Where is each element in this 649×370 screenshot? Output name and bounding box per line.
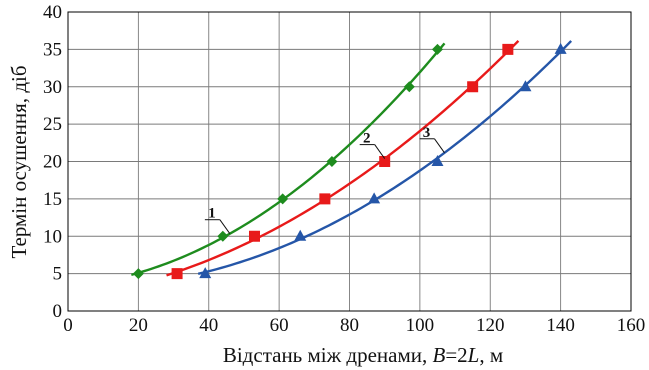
x-tick-label: 80: [340, 315, 359, 336]
y-tick-label: 0: [53, 301, 63, 322]
series-label-leader: [219, 219, 231, 234]
x-axis-label-var2: L: [467, 343, 480, 367]
y-tick-label: 35: [43, 39, 62, 60]
series-1-point: [132, 268, 144, 280]
x-axis-label-var1: B: [433, 343, 446, 367]
x-tick-label: 60: [270, 315, 289, 336]
plot-frame: [67, 11, 632, 312]
series-1-point: [277, 193, 289, 205]
y-tick-label: 5: [53, 264, 63, 285]
x-tick-label: 0: [63, 315, 73, 336]
x-tick-label: 140: [546, 315, 575, 336]
series-label-3: 3: [423, 125, 431, 141]
x-axis-label-mid: =2: [445, 343, 467, 367]
y-tick-label: 30: [43, 77, 62, 98]
series-2-point: [319, 193, 331, 205]
series-2-point: [379, 156, 391, 167]
y-tick-label: 40: [43, 2, 62, 23]
series-2-point: [502, 43, 514, 55]
series-3-point: [431, 155, 444, 166]
series-3-point: [199, 267, 212, 279]
series-curve-2: [166, 40, 520, 277]
x-axis-label-suffix: , м: [479, 343, 503, 367]
x-axis-label: Відстань між дренами, B=2L, м: [223, 343, 503, 367]
series-3-point: [294, 229, 307, 241]
series-1-point: [326, 156, 338, 167]
series-labels: 1 2 3: [204, 125, 445, 234]
series-3-point: [554, 42, 567, 54]
series-curve-1: [131, 42, 446, 276]
series-1-point: [217, 230, 229, 242]
series-curves: [131, 40, 573, 277]
y-tick-label: 25: [43, 114, 62, 135]
series-markers: [132, 42, 567, 280]
y-tick-label: 15: [43, 189, 62, 210]
series-2-point: [467, 81, 479, 93]
x-tick-label: 40: [199, 315, 218, 336]
y-tick-label: 10: [43, 226, 62, 247]
series-2-point: [171, 268, 183, 280]
y-tick-label: 20: [43, 152, 62, 173]
series-label-1: 1: [208, 206, 216, 222]
x-tick-label: 20: [129, 315, 148, 336]
series-3-point: [519, 80, 532, 92]
series-2-point: [248, 230, 260, 242]
x-tick-label: 160: [617, 315, 646, 336]
series-label-2: 2: [363, 131, 371, 147]
x-tick-label: 120: [476, 315, 505, 336]
series-3-point: [368, 192, 381, 204]
x-axis-label-prefix: Відстань між дренами,: [223, 343, 433, 367]
x-tick-label: 100: [406, 315, 435, 336]
series-label-leader: [374, 144, 386, 159]
series-label-leader: [434, 138, 445, 154]
y-tick-labels: 0 5 10 15 20 25 30 35 40: [43, 2, 62, 322]
series-curve-3: [197, 40, 573, 275]
y-axis-label: Термін осушення, діб: [7, 65, 31, 258]
series-1-point: [403, 81, 415, 93]
x-tick-labels: 0 20 40 60 80 100 120 140 160: [63, 315, 645, 336]
series-1-point: [431, 43, 443, 55]
